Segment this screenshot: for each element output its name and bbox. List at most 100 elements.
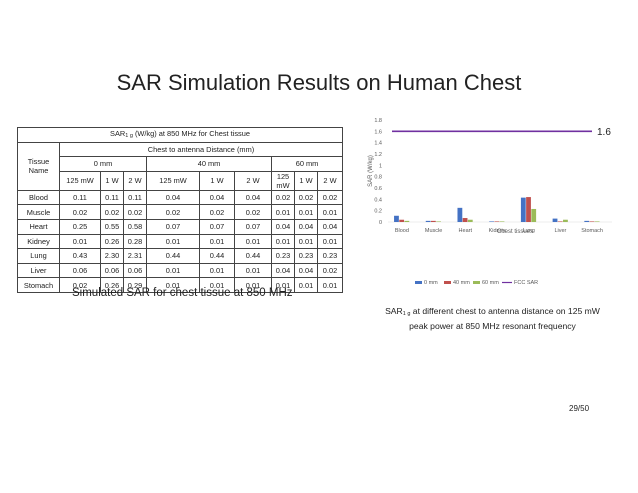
sar-value-cell: 0.04 [234, 189, 272, 206]
sar-value-cell: 0.01 [271, 277, 295, 293]
power-header: 2 W [123, 170, 147, 191]
bar-40mm-muscle [430, 220, 436, 222]
distance-40mm: 40 mm [146, 156, 272, 172]
y-tick-label: 1 [379, 163, 382, 169]
bar-0mm-blood [394, 215, 399, 222]
sar-value-cell: 0.26 [100, 277, 124, 293]
sar-value-cell: 0.02 [294, 189, 318, 206]
sar-value-cell: 0.01 [199, 277, 235, 293]
sar-value-cell: 0.07 [234, 218, 272, 235]
bar-60mm-lung [531, 208, 537, 222]
legend-label: 0 mm [424, 280, 438, 286]
bar-60mm-liver [563, 219, 568, 222]
sar-value-cell: 0.02 [199, 204, 235, 220]
table-row: Lung 0.43 2.30 2.31 0.44 0.44 0.44 0.23 0.23 0.23 [17, 248, 343, 264]
table-row: Kidney 0.01 0.26 0.28 0.01 0.01 0.01 0.01 0.01 0.… [17, 233, 343, 250]
sar-bar-chart: 0 0.2 0.4 0.6 0.8 1 1.2 1.4 1.6 1.8 SAR (W/kg) Bloo… [368, 118, 612, 286]
table-body: Blood 0.11 0.11 0.11 0.04 0.04 0.04 0.02 0.02 0.0… [17, 189, 343, 293]
sar-value-cell: 0.28 [123, 233, 147, 250]
table-caption: Simulated SAR for chest tissue at 850 MH… [72, 287, 293, 299]
x-category-label: Liver [554, 228, 566, 234]
tissue-name-cell: Lung [17, 248, 60, 264]
sar-value-cell: 0.01 [317, 204, 343, 220]
distance-header: Chest to antenna Distance (mm) [59, 141, 343, 158]
y-tick-label: 0.4 [374, 197, 382, 203]
x-category-label: Lung [523, 228, 535, 234]
power-header: 125 mW [59, 170, 101, 191]
sar-value-cell: 0.02 [59, 204, 101, 220]
sar-value-cell: 0.04 [294, 218, 318, 235]
slide-title: SAR Simulation Results on Human Chest [116, 70, 522, 95]
legend-label: FCC SAR [514, 280, 538, 286]
x-category-label: Blood [395, 228, 409, 234]
table-row: Heart 0.25 0.55 0.58 0.07 0.07 0.07 0.04 0.04 0.0… [17, 218, 343, 235]
sar-value-cell: 0.02 [271, 189, 295, 206]
power-header: 1 W [100, 170, 124, 191]
tissue-name-header: Tissue Name [17, 141, 60, 191]
table-row: Liver 0.06 0.06 0.06 0.01 0.01 0.01 0.04 0.04 0.0… [17, 262, 343, 279]
power-header: 1 W [199, 170, 235, 191]
distance-0mm: 0 mm [59, 156, 147, 172]
power-header: 125 mW [271, 170, 295, 191]
sar-value-cell: 0.02 [100, 204, 124, 220]
x-axis-label: Chest tissues [497, 229, 533, 235]
table-distances-row: 0 mm 40 mm 60 mm [18, 156, 343, 172]
bar-0mm-heart [457, 207, 463, 222]
y-tick-label: 1.8 [374, 118, 382, 124]
legend-swatch-0mm [415, 281, 422, 284]
power-header: 125 mW [146, 170, 200, 191]
sar-value-cell: 0.02 [123, 204, 147, 220]
y-tick-label: 1.6 [374, 129, 382, 135]
sar-value-cell: 0.01 [234, 262, 272, 279]
tissue-name-cell: Stomach [17, 277, 60, 293]
legend-swatch-40mm [444, 281, 451, 284]
sar-value-cell: 0.04 [294, 262, 318, 279]
bar-0mm-lung [520, 197, 526, 222]
sar-value-cell: 0.11 [123, 189, 147, 206]
sar-value-cell: 0.01 [146, 233, 200, 250]
table-row: Stomach 0.02 0.26 0.29 0.01 0.01 0.01 0.01 0.01 0… [17, 277, 343, 293]
sar-value-cell: 0.01 [294, 277, 318, 293]
bar-40mm-kidney [494, 221, 500, 222]
tissue-name-cell: Liver [17, 262, 60, 279]
sar-value-cell: 0.01 [294, 233, 318, 250]
table-distance-header-row: Tissue Name Chest to antenna Distance (m… [17, 141, 343, 191]
sar-value-cell: 0.29 [123, 277, 147, 293]
sar-value-cell: 0.04 [271, 218, 295, 235]
bar-0mm-liver [552, 218, 558, 222]
y-tick-label: 0 [379, 220, 382, 226]
distance-60mm: 60 mm [271, 156, 343, 172]
table-row: Muscle 0.02 0.02 0.02 0.02 0.02 0.02 0.01 0.01 0.… [17, 204, 343, 220]
sar-value-cell: 0.01 [294, 204, 318, 220]
bar-40mm-heart [462, 218, 468, 222]
bar-60mm-stomach [594, 221, 600, 222]
sar-value-cell: 0.44 [146, 248, 200, 264]
sar-value-cell: 0.01 [234, 277, 272, 293]
y-tick-label: 0.6 [374, 186, 382, 192]
legend-swatch-60mm [473, 281, 480, 284]
table-title-row: SAR1 g (W/kg) at 850 MHz for Chest tissu… [17, 127, 343, 143]
sar-value-cell: 0.02 [317, 262, 343, 279]
sar-value-cell: 0.04 [146, 189, 200, 206]
sar-value-cell: 0.23 [317, 248, 343, 264]
x-category-label: Stomach [581, 228, 603, 234]
tissue-name-cell: Blood [17, 189, 60, 206]
x-category-label: Muscle [425, 228, 442, 234]
sar-value-cell: 0.58 [123, 218, 147, 235]
bar-60mm-blood [404, 220, 410, 222]
bar-60mm-heart [467, 219, 473, 222]
sar-value-cell: 0.01 [271, 233, 295, 250]
bar-0mm-kidney [489, 221, 494, 222]
sar-value-cell: 0.26 [100, 233, 124, 250]
table-title: SAR1 g (W/kg) at 850 MHz for Chest tissu… [17, 127, 343, 143]
power-header: 2 W [234, 170, 272, 191]
x-category-label: Heart [459, 228, 473, 234]
sar-table: SAR1 g (W/kg) at 850 MHz for Chest tissu… [17, 127, 343, 293]
y-tick-label: 0.8 [374, 175, 382, 181]
sar-value-cell: 0.06 [123, 262, 147, 279]
legend-label: 60 mm [482, 280, 499, 286]
sar-value-cell: 0.02 [234, 204, 272, 220]
chart-caption: SAR1 g at different chest to antenna dis… [385, 306, 600, 331]
sar-value-cell: 0.23 [271, 248, 295, 264]
